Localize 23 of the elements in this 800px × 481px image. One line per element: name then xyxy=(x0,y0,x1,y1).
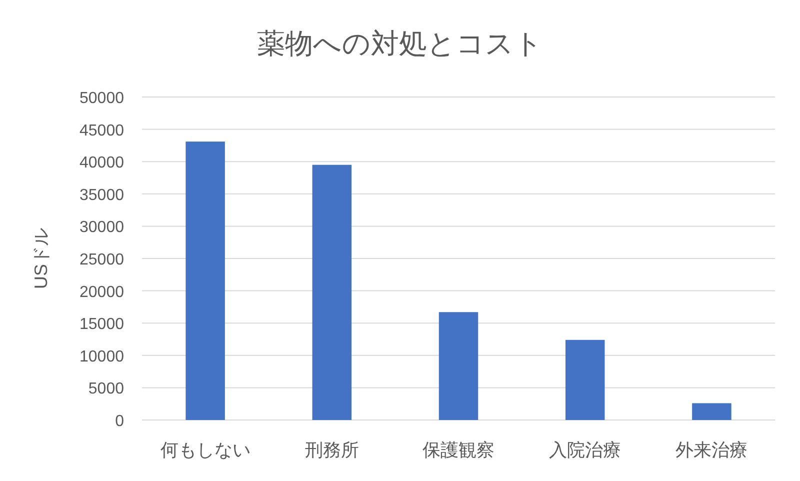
y-tick-label: 40000 xyxy=(80,154,124,172)
bar xyxy=(692,403,732,420)
y-tick-label: 10000 xyxy=(80,348,124,366)
bar xyxy=(186,142,225,420)
y-tick-label: 45000 xyxy=(80,122,124,140)
x-tick-label: 刑務所 xyxy=(304,440,359,460)
bar xyxy=(312,164,352,420)
y-tick-label: 35000 xyxy=(80,186,124,204)
y-tick-label: 0 xyxy=(115,413,124,430)
x-tick-label: 外来治療 xyxy=(676,440,748,460)
y-tick-label: 50000 xyxy=(80,90,124,107)
y-tick-label: 25000 xyxy=(80,252,124,268)
bar xyxy=(565,340,605,420)
x-tick-label: 何もしない xyxy=(160,440,250,460)
bar xyxy=(438,312,478,420)
y-tick-label: 5000 xyxy=(88,380,124,398)
y-tick-label: 15000 xyxy=(80,316,124,334)
x-tick-label: 保護観察 xyxy=(422,440,494,460)
x-tick-label: 入院治療 xyxy=(549,440,622,460)
y-tick-label: 30000 xyxy=(80,219,124,236)
chart-title: 薬物への対処とコスト xyxy=(257,28,543,59)
y-axis-title: USドル xyxy=(31,228,51,290)
y-tick-label: 20000 xyxy=(80,284,124,301)
